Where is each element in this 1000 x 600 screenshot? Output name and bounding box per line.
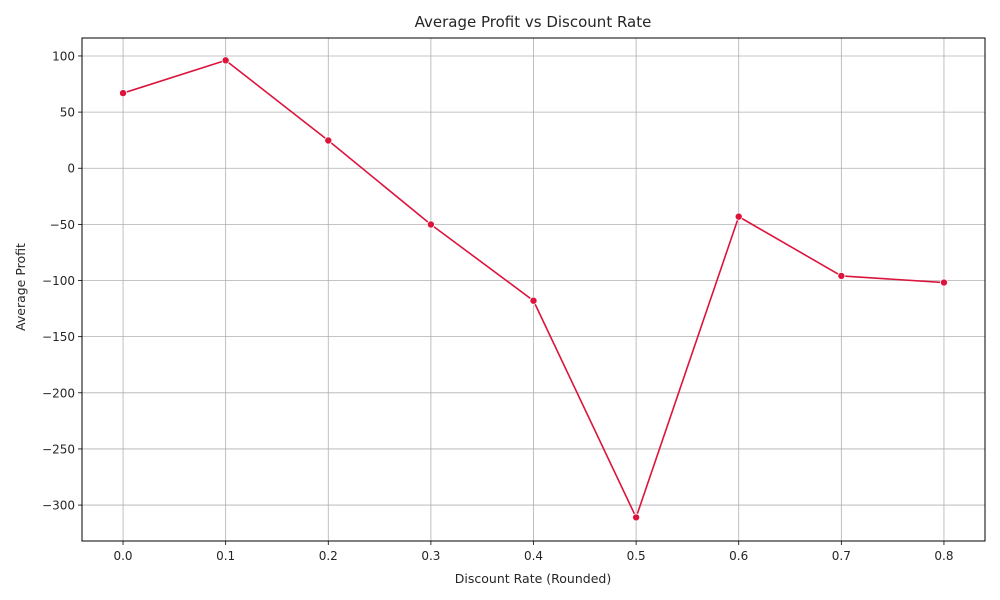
y-tick-label: −100 bbox=[42, 274, 75, 288]
data-point bbox=[529, 296, 538, 305]
data-point bbox=[426, 220, 435, 229]
data-point bbox=[119, 89, 128, 98]
data-point bbox=[632, 513, 641, 522]
data-point bbox=[221, 56, 230, 65]
y-tick-label: −200 bbox=[42, 386, 75, 400]
y-tick-label: 0 bbox=[67, 162, 75, 176]
y-tick-label: 100 bbox=[52, 49, 75, 63]
y-tick-label: −50 bbox=[50, 218, 75, 232]
data-point bbox=[939, 278, 948, 287]
x-tick-label: 0.4 bbox=[524, 549, 543, 563]
x-tick-label: 0.2 bbox=[319, 549, 338, 563]
x-tick-label: 0.7 bbox=[832, 549, 851, 563]
axis-ticks: 0.0 0.1 0.2 0.3 0.4 0.5 0.6 0.7 0.8 100 50 0 −50 −100… bbox=[42, 49, 953, 563]
x-tick-label: 0.3 bbox=[421, 549, 440, 563]
y-axis-title: Average Profit bbox=[13, 243, 28, 331]
x-tick-label: 0.1 bbox=[216, 549, 235, 563]
x-tick-label: 0.8 bbox=[934, 549, 953, 563]
y-tick-label: 50 bbox=[60, 106, 75, 120]
data-point bbox=[837, 271, 846, 280]
x-axis-title: Discount Rate (Rounded) bbox=[455, 571, 611, 586]
x-tick-label: 0.6 bbox=[729, 549, 748, 563]
grid-lines bbox=[82, 38, 985, 541]
y-tick-label: −300 bbox=[42, 499, 75, 513]
data-point bbox=[734, 212, 743, 221]
x-tick-label: 0.5 bbox=[627, 549, 646, 563]
x-tick-label: 0.0 bbox=[113, 549, 132, 563]
y-tick-label: −250 bbox=[42, 442, 75, 456]
chart-title: Average Profit vs Discount Rate bbox=[415, 13, 652, 31]
data-point bbox=[324, 136, 333, 145]
series-group bbox=[119, 56, 948, 522]
y-tick-label: −150 bbox=[42, 330, 75, 344]
